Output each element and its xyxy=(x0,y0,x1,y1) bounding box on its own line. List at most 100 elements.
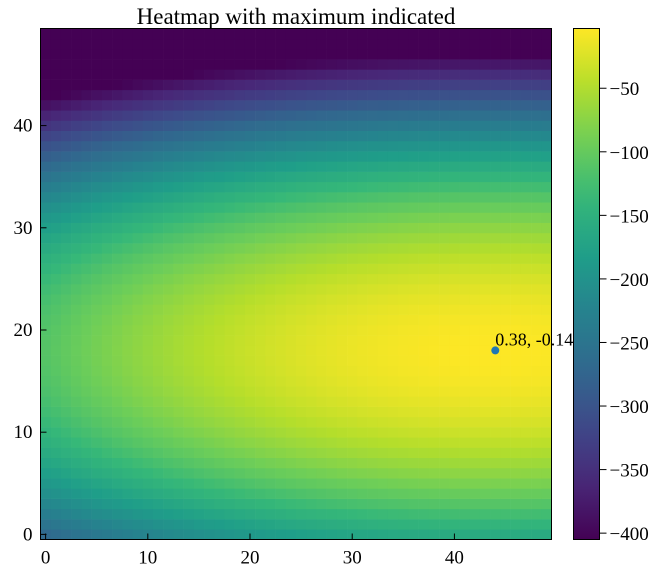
heatmap-cell xyxy=(490,396,501,407)
x-axis: 0 10 20 30 40 xyxy=(41,533,464,569)
heatmap-cell xyxy=(439,345,450,356)
heatmap-cell xyxy=(101,345,113,356)
heatmap-cell xyxy=(490,151,501,162)
heatmap-cell xyxy=(357,28,368,40)
heatmap-cell xyxy=(224,508,235,520)
heatmap-cell xyxy=(296,355,307,367)
heatmap-cell xyxy=(418,171,430,183)
heatmap-cell xyxy=(326,457,338,469)
heatmap-cell xyxy=(357,457,368,469)
heatmap-cell xyxy=(224,59,235,70)
heatmap-cell xyxy=(531,181,542,193)
heatmap-cell xyxy=(275,314,287,326)
heatmap-cell xyxy=(142,110,154,121)
heatmap-cell xyxy=(439,457,450,469)
heatmap-cell xyxy=(336,375,348,387)
heatmap-cell xyxy=(60,304,72,315)
heatmap-cell xyxy=(316,519,327,530)
heatmap-cell xyxy=(204,48,215,60)
heatmap-cell xyxy=(204,529,215,540)
heatmap-cell xyxy=(91,59,103,70)
heatmap-cell xyxy=(428,335,440,346)
heatmap-cell xyxy=(347,396,358,407)
heatmap-cell xyxy=(428,48,440,60)
heatmap-cell xyxy=(500,294,511,305)
heatmap-cell xyxy=(122,181,133,193)
heatmap-cell xyxy=(377,59,389,70)
heatmap-cell xyxy=(255,335,266,346)
heatmap-cell xyxy=(91,100,103,111)
heatmap-cell xyxy=(306,171,317,183)
heatmap-cell xyxy=(163,263,174,275)
heatmap-cell xyxy=(81,79,92,91)
heatmap-cell xyxy=(81,406,92,418)
heatmap-cell xyxy=(244,386,256,397)
heatmap-cell xyxy=(142,437,154,448)
heatmap-cell xyxy=(367,243,379,254)
heatmap-cell xyxy=(296,243,307,254)
heatmap-cell xyxy=(296,79,307,91)
heatmap-cell xyxy=(541,314,552,326)
heatmap-cell xyxy=(367,232,379,244)
heatmap-cell xyxy=(132,243,143,254)
heatmap-cell xyxy=(377,38,389,50)
heatmap-cell xyxy=(357,89,368,101)
heatmap-cell xyxy=(255,110,266,121)
heatmap-cell xyxy=(347,69,358,80)
heatmap-cell xyxy=(510,222,522,234)
heatmap-cell xyxy=(316,375,327,387)
heatmap-cell xyxy=(398,232,409,244)
heatmap-cell xyxy=(398,314,409,326)
heatmap-cell xyxy=(265,171,276,183)
heatmap-cell xyxy=(541,345,552,356)
heatmap-cell xyxy=(101,519,113,530)
heatmap-cell xyxy=(387,365,399,377)
heatmap-cell xyxy=(459,273,471,285)
heatmap-cell xyxy=(408,324,419,336)
heatmap-cell xyxy=(439,140,450,152)
heatmap-cell xyxy=(459,314,471,326)
heatmap-cell xyxy=(71,478,82,489)
heatmap-cell xyxy=(418,59,430,70)
heatmap-cell xyxy=(469,416,481,428)
heatmap-cell xyxy=(40,212,52,223)
heatmap-cell xyxy=(541,161,552,172)
heatmap-cell xyxy=(163,324,174,336)
heatmap-cell xyxy=(40,253,52,264)
heatmap-cell xyxy=(255,161,266,172)
heatmap-cell xyxy=(387,355,399,367)
colorbar-tick-label: −250 xyxy=(610,333,649,354)
heatmap-cell xyxy=(469,253,481,264)
heatmap-cell xyxy=(418,488,430,499)
heatmap-cell xyxy=(336,59,348,70)
heatmap-cell xyxy=(265,100,276,111)
heatmap-cell xyxy=(60,38,72,50)
heatmap-cell xyxy=(244,508,256,520)
heatmap-cell xyxy=(60,478,72,489)
heatmap-cell xyxy=(255,406,266,418)
heatmap-cell xyxy=(122,467,133,479)
heatmap-cell xyxy=(224,140,235,152)
heatmap-cell xyxy=(101,28,113,40)
heatmap-cell xyxy=(183,253,195,264)
heatmap-cell xyxy=(439,110,450,121)
heatmap-cell xyxy=(541,508,552,520)
heatmap-cell xyxy=(459,447,471,459)
heatmap-cell xyxy=(101,120,113,131)
heatmap-cell xyxy=(285,447,297,459)
heatmap-cell xyxy=(500,243,511,254)
heatmap-cell xyxy=(183,519,195,530)
heatmap-cell xyxy=(459,232,471,244)
heatmap-cell xyxy=(459,478,471,489)
heatmap-cell xyxy=(520,79,532,91)
heatmap-cell xyxy=(204,365,215,377)
heatmap-cell xyxy=(541,365,552,377)
heatmap-cell xyxy=(336,345,348,356)
heatmap-cell xyxy=(234,324,246,336)
heatmap-cell xyxy=(152,151,164,162)
heatmap-cell xyxy=(255,478,266,489)
heatmap-cell xyxy=(275,273,287,285)
heatmap-cell xyxy=(193,89,205,101)
heatmap-cell xyxy=(234,212,246,223)
heatmap-cell xyxy=(91,89,103,101)
